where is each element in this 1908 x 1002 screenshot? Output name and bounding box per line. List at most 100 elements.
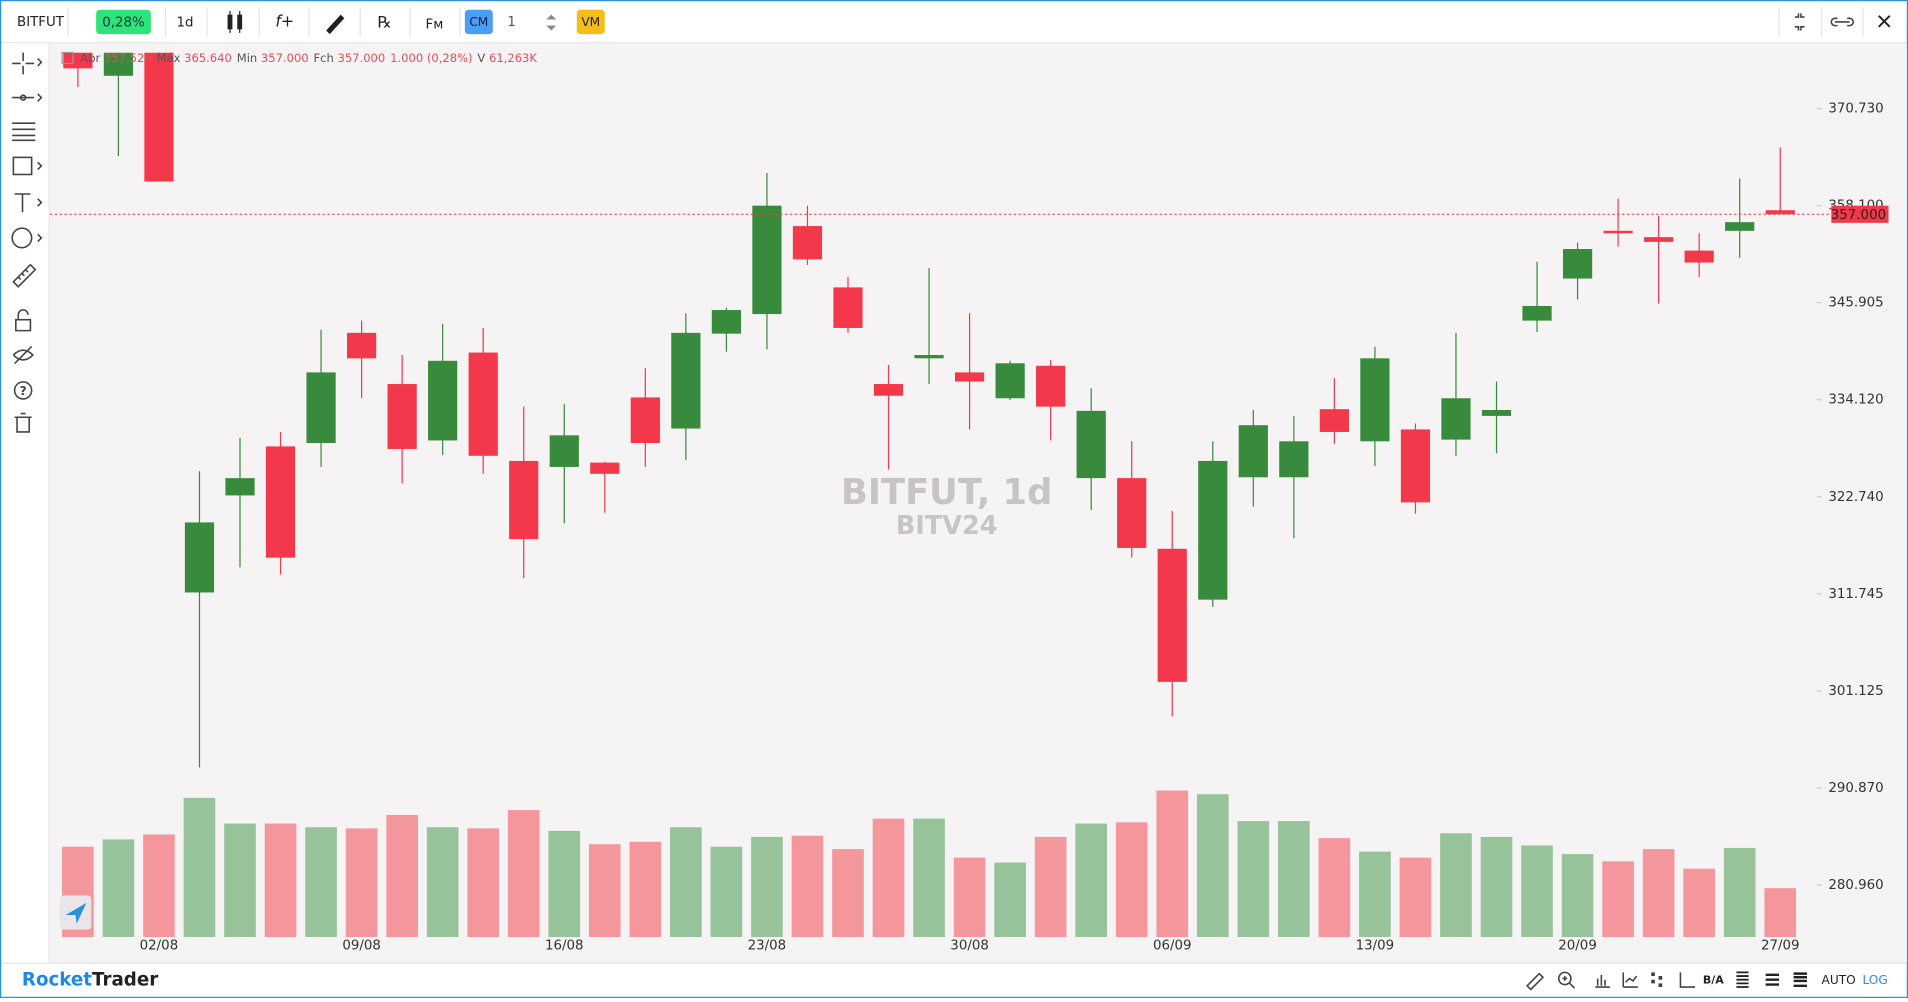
readout-value: 1.000 (0,28%): [390, 51, 472, 65]
ruler-button[interactable]: [1526, 972, 1545, 991]
volume-bar: [994, 862, 1026, 937]
x-tick-label: 16/08: [545, 939, 584, 954]
watermark-subtitle: BITV24: [896, 511, 998, 541]
fib-tool[interactable]: [12, 122, 36, 142]
readout-toggle[interactable]: [61, 51, 74, 65]
symbol[interactable]: BITFUT: [17, 15, 65, 30]
candle-body: [873, 384, 904, 396]
candle-body: [590, 462, 620, 474]
crosshair-tool[interactable]: [12, 52, 35, 75]
cm-label: CM: [469, 15, 488, 29]
volume-bar: [1399, 857, 1432, 937]
fit-button[interactable]: [1794, 13, 1805, 31]
cm-button[interactable]: [464, 9, 493, 35]
candle-body: [1562, 249, 1593, 279]
volume-bar: [386, 814, 418, 937]
volume-bar: [1561, 854, 1594, 937]
ruler-tool[interactable]: [12, 263, 37, 288]
y-tick-label: 280.960: [1828, 878, 1883, 893]
link-button[interactable]: [1830, 17, 1855, 27]
close-button[interactable]: [1878, 15, 1891, 28]
remove-studies-button[interactable]: ℞: [377, 13, 391, 32]
quantity[interactable]: 1: [507, 15, 516, 30]
volume-bar: [143, 834, 175, 937]
candle-body: [1765, 210, 1795, 215]
candle-type-button[interactable]: [227, 10, 243, 33]
candle-body: [914, 355, 944, 359]
hide-tool[interactable]: [12, 345, 34, 365]
candle-body: [347, 332, 377, 359]
candle-body: [1157, 548, 1187, 682]
shape-tool[interactable]: [12, 156, 33, 176]
readout-label: Abr: [80, 51, 100, 65]
readout-value: 357.000: [337, 51, 385, 65]
fm-button[interactable]: Fм: [426, 17, 444, 32]
trash-tool[interactable]: [14, 412, 32, 433]
volume-bar: [1156, 790, 1189, 937]
x-tick-label: 09/08: [342, 939, 381, 954]
line-tool[interactable]: [12, 94, 35, 101]
volume-bar: [872, 818, 905, 937]
volume-bar: [1521, 845, 1553, 937]
candle-body: [752, 205, 782, 315]
candle-body: [428, 360, 458, 441]
candle-body: [1360, 358, 1390, 442]
text-tool[interactable]: [14, 193, 31, 213]
candle-body: [954, 372, 985, 382]
draw-button[interactable]: [326, 14, 345, 35]
auto-scale-button[interactable]: AUTO: [1822, 973, 1856, 987]
volume-bar: [345, 828, 378, 937]
candle-body: [306, 372, 336, 443]
indicator-button[interactable]: f+: [275, 11, 294, 30]
candle-body: [1400, 429, 1431, 503]
candle-body: [1522, 305, 1552, 321]
log-scale-button[interactable]: LOG: [1862, 973, 1887, 987]
volume-bar: [1278, 821, 1310, 937]
volume-bar: [791, 835, 824, 937]
y-tick-label: 311.745: [1828, 587, 1883, 602]
readout-value: 357.520: [104, 51, 152, 65]
emoji-tool[interactable]: [11, 227, 33, 249]
readout-value: 357.000: [261, 51, 309, 65]
candle-body: [1279, 441, 1309, 478]
y-tick-label: 370.730: [1828, 102, 1883, 117]
vm-button[interactable]: [576, 9, 605, 35]
bid-ask-button[interactable]: B/A: [1703, 973, 1724, 986]
volume-bar: [1440, 833, 1472, 937]
navigate-icon: [65, 902, 87, 924]
readout-value: 61,263K: [489, 51, 537, 65]
toolbar: BITFUT 0,28% 1d f+ ℞ Fм CM 1 VM: [17, 7, 1891, 37]
book-button[interactable]: [1736, 971, 1749, 988]
chart-button[interactable]: [1622, 972, 1638, 988]
volume-bar: [183, 797, 216, 937]
dom-button[interactable]: [1793, 972, 1808, 988]
axis-button[interactable]: [1679, 972, 1696, 988]
spinner[interactable]: [546, 14, 557, 31]
volume-bar: [507, 810, 540, 937]
candle-body: [265, 446, 296, 558]
volume-bar: [1764, 888, 1797, 937]
candle-body: [630, 397, 660, 443]
brand: Trader: [92, 969, 158, 990]
interval[interactable]: 1d: [176, 16, 193, 31]
y-tick-label: 301.125: [1828, 684, 1883, 699]
lock-tool[interactable]: [15, 309, 32, 332]
zoom-button[interactable]: [1557, 971, 1572, 986]
candle-body: [144, 52, 174, 182]
candle-body: [184, 522, 215, 593]
watermark-title: BITFUT, 1d: [841, 472, 1052, 513]
candle-body: [1644, 237, 1674, 242]
volume-button[interactable]: [1595, 974, 1610, 988]
y-tick-label: 334.120: [1828, 393, 1883, 408]
help-tool[interactable]: [13, 381, 33, 400]
volume-bar: [1480, 836, 1513, 937]
candle-body: [995, 363, 1025, 399]
x-tick-label: 06/09: [1153, 939, 1192, 954]
zoom-icon: [1562, 976, 1576, 989]
list-button[interactable]: [1765, 973, 1780, 986]
volume-bar: [913, 818, 945, 937]
x-tick-label: 27/09: [1761, 939, 1800, 954]
current-price-box: [1831, 205, 1889, 223]
volume-bar: [1642, 849, 1675, 937]
